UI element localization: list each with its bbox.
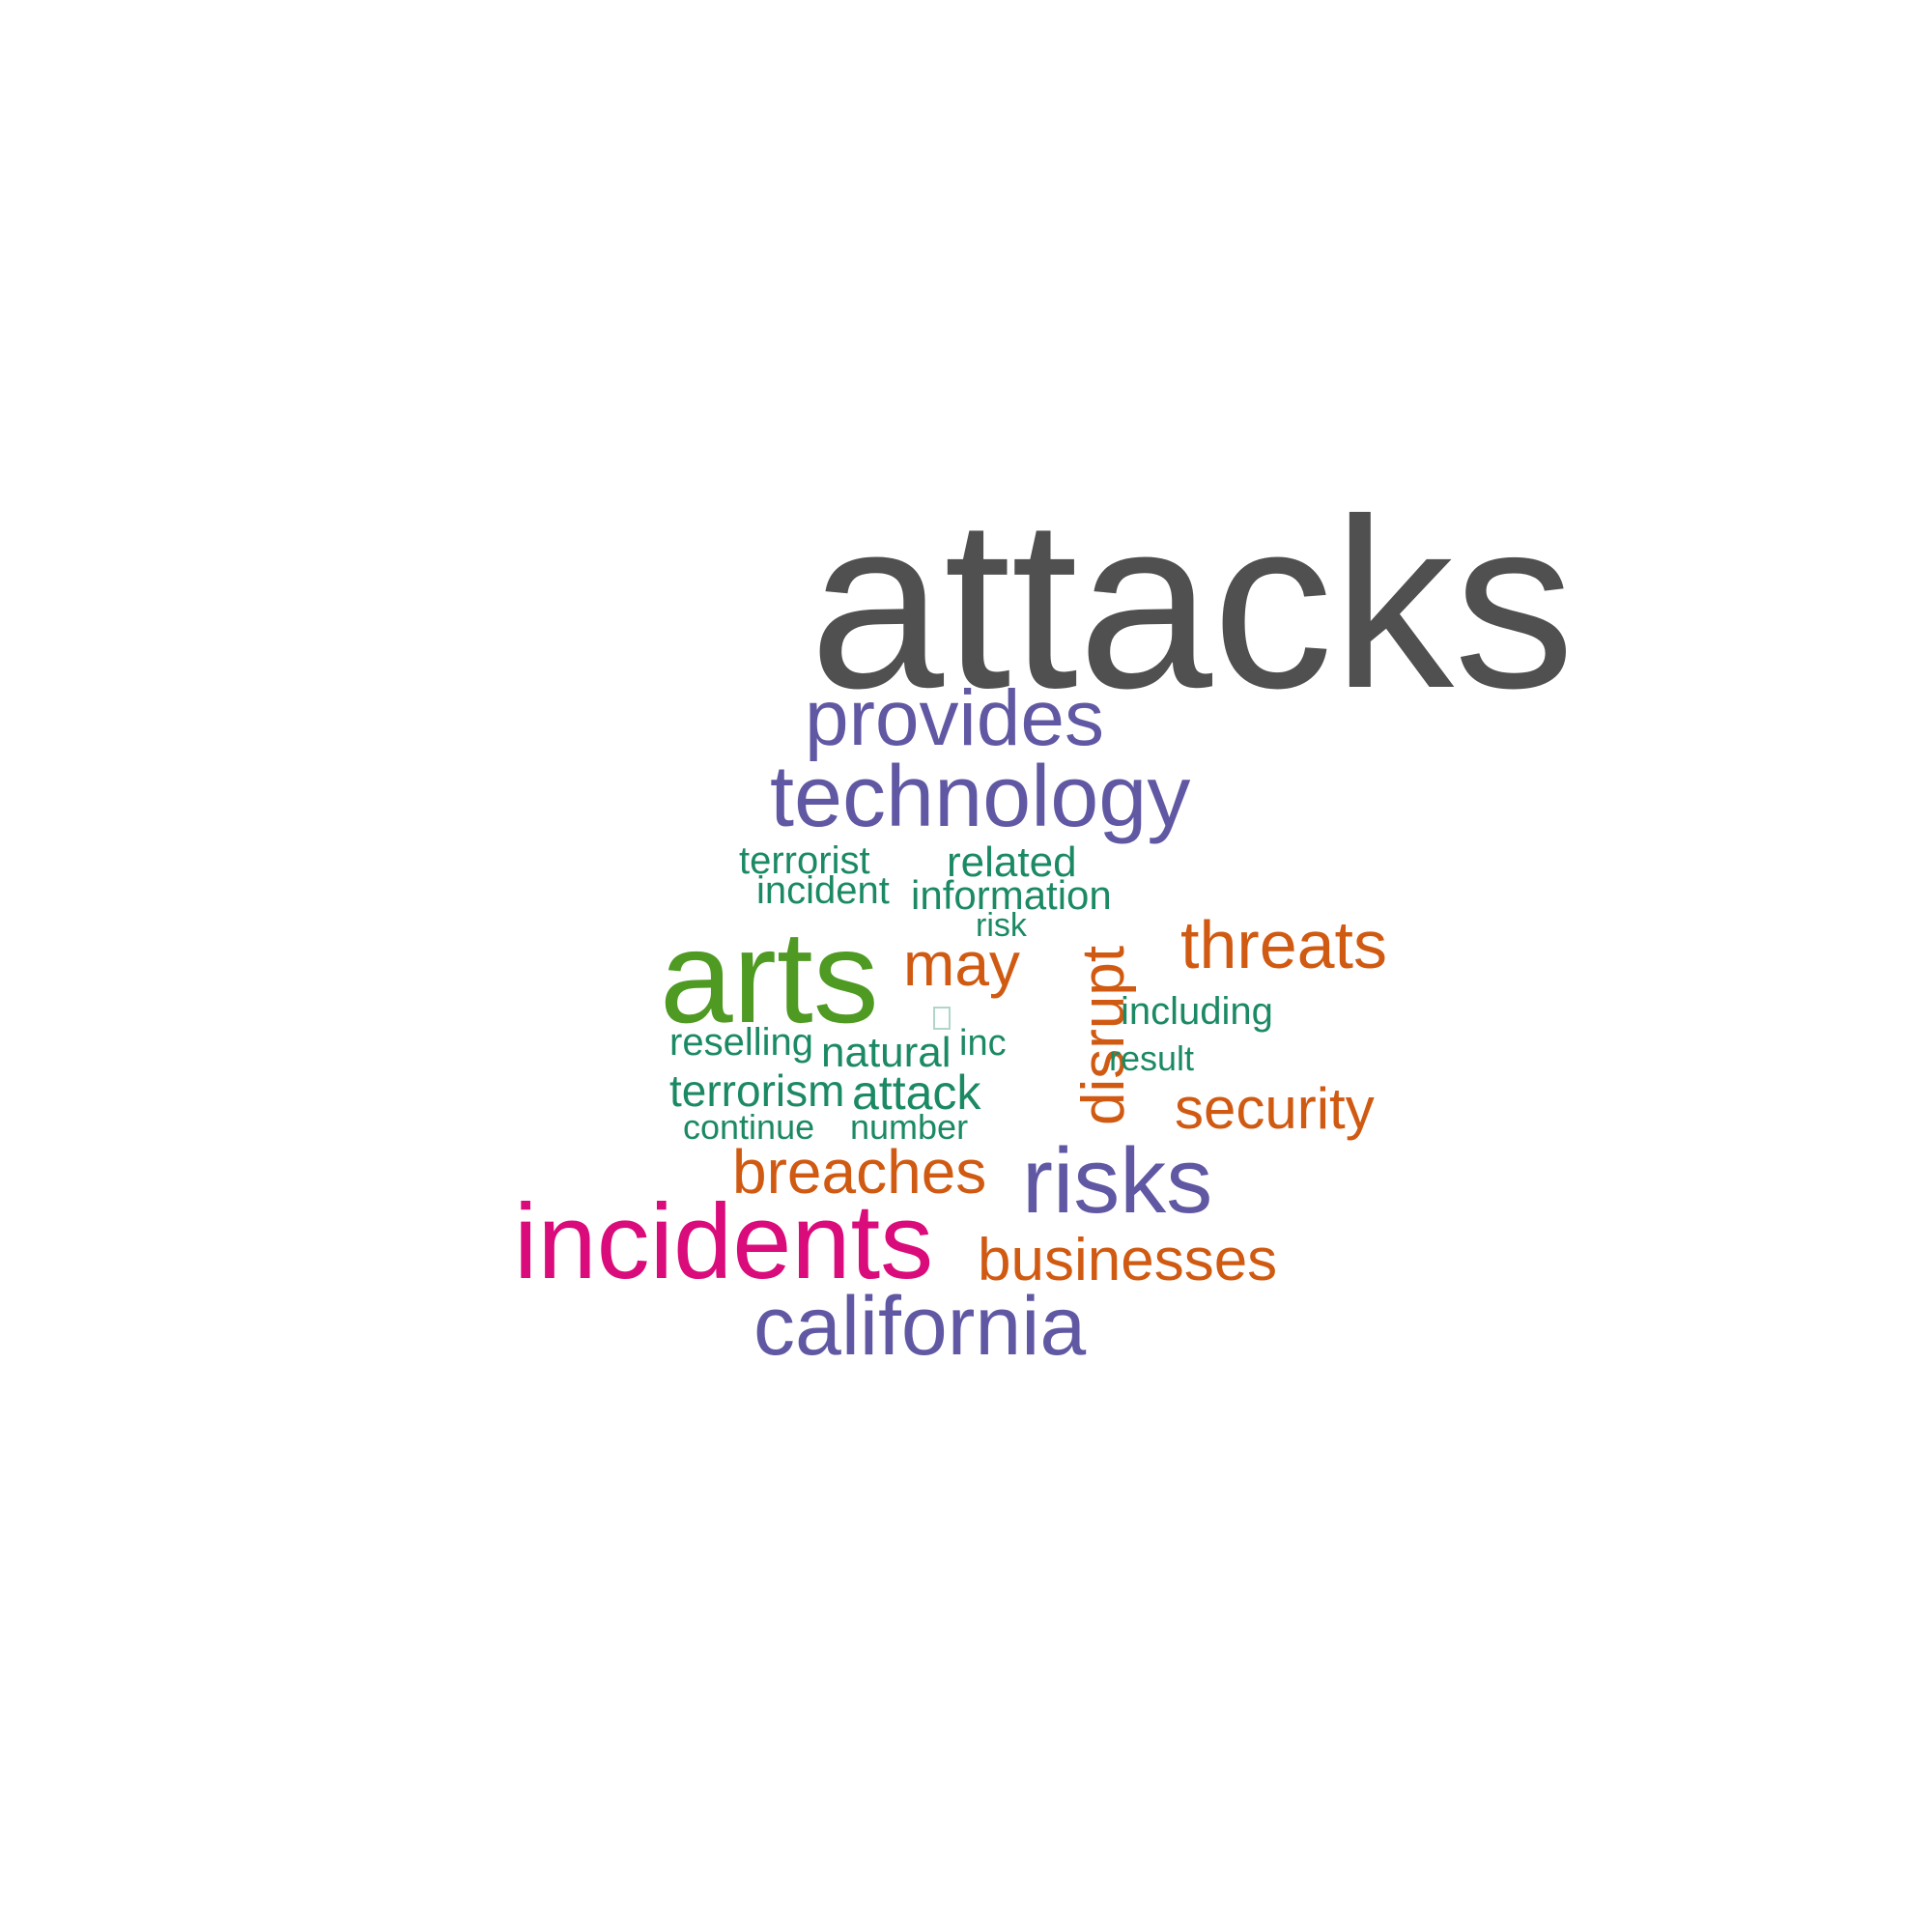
word-risk: risk xyxy=(976,907,1027,944)
word-california: california xyxy=(753,1280,1087,1373)
word-continue: continue xyxy=(683,1107,815,1147)
word-natural: natural xyxy=(821,1029,952,1076)
word-reselling: reselling xyxy=(669,1021,813,1064)
word-including: including xyxy=(1121,990,1273,1033)
word-provides: provides xyxy=(805,674,1104,762)
word-disrupt: disrupt xyxy=(1070,945,1137,1125)
word-attack: attack xyxy=(852,1065,981,1120)
word-information: information xyxy=(911,872,1112,918)
word-terrorist: terrorist xyxy=(739,839,870,882)
word-businesses: businesses xyxy=(978,1227,1278,1293)
word-technology: technology xyxy=(770,749,1191,845)
word-result: result xyxy=(1109,1038,1195,1078)
word-threats: threats xyxy=(1180,907,1387,982)
word-security: security xyxy=(1175,1076,1375,1141)
word-number: number xyxy=(850,1107,969,1147)
word-terrorism: terrorism xyxy=(669,1065,845,1116)
word-related: related xyxy=(947,838,1077,886)
word-breaches: breaches xyxy=(732,1137,987,1207)
word-incidents: incidents xyxy=(514,1182,934,1301)
missing-glyph-box xyxy=(933,1007,951,1030)
word-incident: incident xyxy=(756,869,890,912)
word-attacks: attacks xyxy=(810,469,1575,738)
word-may: may xyxy=(903,929,1020,999)
word-risks: risks xyxy=(1022,1129,1213,1233)
word-inc: inc xyxy=(959,1023,1007,1064)
word-arts: arts xyxy=(660,903,879,1050)
